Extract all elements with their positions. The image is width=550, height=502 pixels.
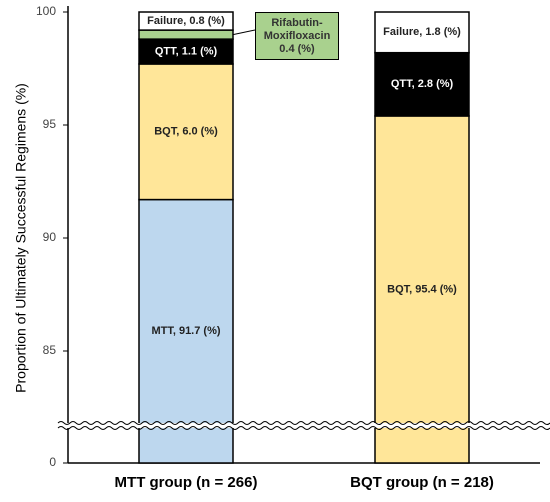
segment-label: MTT, 91.7 (%) — [151, 325, 220, 337]
bar-segment — [138, 38, 234, 65]
y-tick-label: 85 — [43, 343, 57, 357]
y-tick-label: 90 — [43, 230, 57, 244]
bar-segment — [374, 51, 470, 117]
callout-label: Rifabutin-Moxifloxacin 0.4 (%) — [255, 12, 339, 60]
bar-segment — [138, 11, 234, 31]
axis-break — [57, 421, 550, 425]
callout: Rifabutin-Moxifloxacin 0.4 (%) — [255, 12, 339, 60]
y-axis-label: Proportion of Ultimately Successful Regi… — [13, 83, 29, 393]
x-tick-label: BQT group (n = 218) — [350, 474, 494, 491]
segment-label: QTT, 1.1 (%) — [155, 45, 218, 57]
break-gap — [58, 423, 540, 428]
segment-label: Failure, 1.8 (%) — [383, 26, 461, 38]
bar-segment — [138, 29, 234, 40]
segment-label: QTT, 2.8 (%) — [391, 78, 454, 90]
bar-segment — [138, 63, 234, 201]
segment-label: BQT, 6.0 (%) — [154, 126, 218, 138]
x-tick-label: MTT group (n = 266) — [115, 474, 258, 491]
y-tick-label: 0 — [49, 455, 56, 469]
y-tick-label: 95 — [43, 117, 57, 131]
segment-label: Failure, 0.8 (%) — [147, 15, 225, 27]
bar-segment — [138, 198, 234, 464]
callout-line — [232, 29, 256, 36]
bar-segment — [374, 11, 470, 54]
axis-break — [57, 426, 550, 430]
y-tick-label: 100 — [36, 4, 56, 18]
bar-segment — [374, 115, 470, 464]
segment-label: BQT, 95.4 (%) — [387, 283, 457, 295]
